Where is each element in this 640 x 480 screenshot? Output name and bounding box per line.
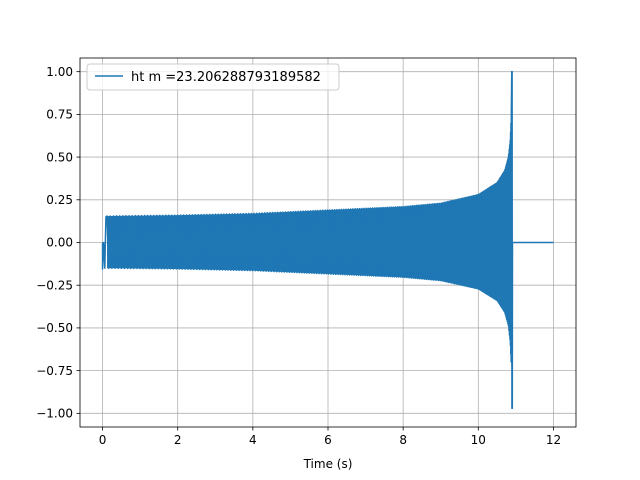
x-tick-label: 6 [324,433,332,447]
y-tick-label: −0.25 [36,278,73,292]
x-tick-label: 10 [471,433,486,447]
y-tick-label: 0.25 [46,193,73,207]
y-tick-label: −0.75 [36,364,73,378]
series-line [101,70,554,409]
y-tick-label: 0.00 [46,236,73,250]
x-tick-label: 4 [249,433,257,447]
x-ticks: 0 2 4 6 8 10 12 [99,427,561,447]
y-tick-label: 1.00 [46,65,73,79]
y-ticks: −1.00 −0.75 −0.50 −0.25 0.00 0.25 0.50 0.75 1.00 [36,65,80,421]
x-tick-label: 8 [399,433,407,447]
legend-box [86,63,340,91]
x-tick-label: 12 [546,433,561,447]
legend-entry-label: ht m =23.206288793189582 [131,70,321,85]
x-tick-label: 2 [174,433,182,447]
y-tick-label: −0.50 [36,321,73,335]
y-tick-label: 0.50 [46,150,73,164]
y-tick-label: −1.00 [36,407,73,421]
x-tick-label: 0 [99,433,107,447]
legend: ht m =23.206288793189582 [86,63,340,91]
y-tick-label: 0.75 [46,108,73,122]
x-axis-label: Time (s) [303,457,353,471]
